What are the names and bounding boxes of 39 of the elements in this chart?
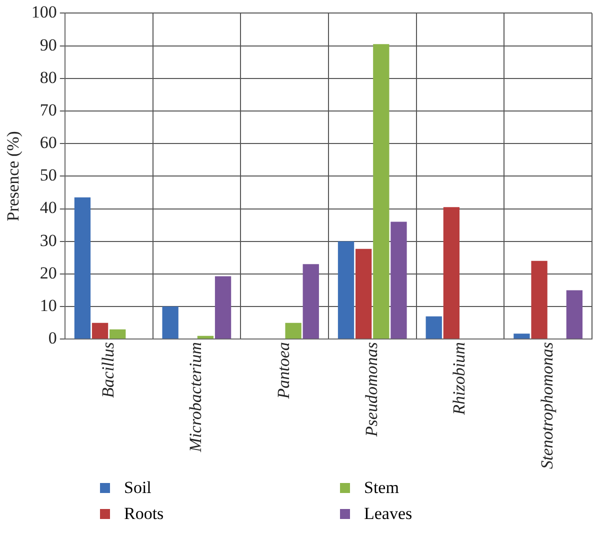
x-tick-label: Bacillus bbox=[98, 342, 118, 398]
bar bbox=[110, 329, 126, 339]
bar bbox=[92, 322, 108, 339]
y-tick-label: 100 bbox=[31, 2, 57, 22]
bar bbox=[390, 222, 407, 339]
y-tick-label: 50 bbox=[40, 166, 57, 185]
y-tick-label: 10 bbox=[40, 296, 57, 316]
bar bbox=[302, 264, 319, 339]
bar bbox=[74, 197, 91, 339]
bar bbox=[338, 241, 354, 339]
legend-label: Leaves bbox=[364, 504, 412, 524]
y-tick-label: 60 bbox=[40, 133, 57, 152]
x-tick-label: Stenotrophomonas bbox=[538, 342, 557, 470]
y-tick-label: 70 bbox=[40, 100, 57, 120]
bar bbox=[356, 248, 372, 339]
legend-label: Soil bbox=[124, 478, 152, 498]
bar bbox=[514, 334, 530, 339]
legend-label: Stem bbox=[364, 478, 399, 498]
bar bbox=[197, 336, 214, 339]
y-tick-label: 90 bbox=[40, 35, 57, 54]
y-tick-label: 80 bbox=[40, 68, 57, 87]
bar bbox=[214, 276, 232, 339]
bar bbox=[566, 290, 583, 339]
x-tick-label: Rhizobium bbox=[450, 342, 469, 416]
y-axis-title: Presence (%) bbox=[4, 131, 23, 222]
bar bbox=[443, 207, 460, 339]
bar bbox=[426, 316, 442, 339]
legend-label: Roots bbox=[124, 504, 164, 524]
x-tick-label: Microbacterium bbox=[186, 342, 206, 453]
x-tick-label: Pantoea bbox=[274, 342, 293, 400]
bar bbox=[531, 260, 548, 339]
x-tick-label: Pseudomonas bbox=[362, 342, 381, 438]
y-tick-label: 40 bbox=[40, 198, 57, 218]
bar bbox=[373, 44, 390, 339]
y-tick-label: 30 bbox=[40, 230, 57, 250]
bar bbox=[162, 306, 178, 339]
y-tick-label: 0 bbox=[48, 328, 57, 348]
y-tick-label: 20 bbox=[40, 263, 57, 282]
bar bbox=[285, 322, 302, 339]
